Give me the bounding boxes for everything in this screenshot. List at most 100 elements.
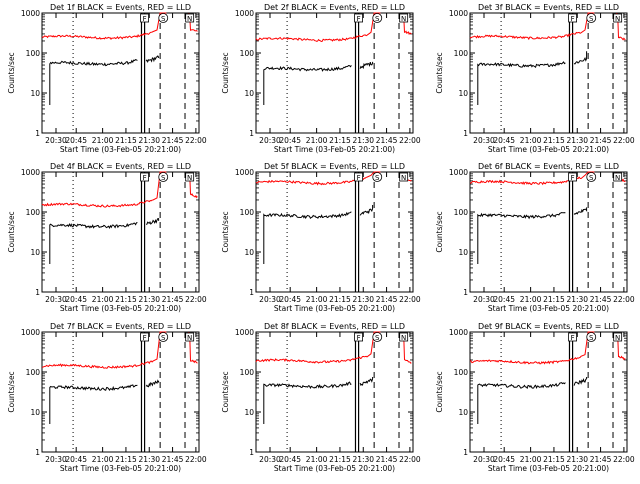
panel-title: Det 1f BLACK = Events, RED = LLD bbox=[50, 3, 191, 12]
x-tick-label: 21:00 bbox=[92, 136, 114, 145]
y-tick-label: 100 bbox=[454, 208, 469, 217]
saa-marker-circle bbox=[372, 172, 383, 182]
flare-marker-box bbox=[354, 172, 363, 182]
x-tick-label: 21:15 bbox=[329, 295, 351, 304]
x-tick-label: 22:00 bbox=[185, 295, 207, 304]
events-series-line bbox=[49, 222, 138, 264]
saa-marker-label: S bbox=[589, 174, 594, 182]
x-axis-label: Start Time (03-Feb-05 20:21:00) bbox=[274, 304, 395, 313]
night-marker-box bbox=[185, 13, 195, 23]
y-axis-label: Counts/sec bbox=[7, 371, 16, 412]
plot-frame bbox=[41, 331, 200, 453]
y-tick-label: 10 bbox=[30, 408, 40, 417]
flare-marker-box bbox=[140, 13, 149, 23]
flare-marker-box bbox=[140, 332, 149, 342]
events-series-line-late bbox=[145, 55, 160, 64]
x-tick-label: 20:45 bbox=[493, 455, 515, 464]
saa-marker-circle bbox=[586, 332, 597, 342]
events-series-line-late bbox=[359, 61, 374, 70]
panel-det-4: Det 4f BLACK = Events, RED = LLD 1 10 100 10… bbox=[7, 162, 207, 313]
x-tick-label: 22:00 bbox=[613, 455, 635, 464]
night-marker-label: N bbox=[615, 15, 620, 23]
plot-frame bbox=[255, 171, 414, 293]
x-tick-label: 21:45 bbox=[590, 136, 612, 145]
x-axis-label: Start Time (03-Feb-05 20:21:00) bbox=[60, 464, 181, 473]
flare-marker-label: F bbox=[357, 15, 361, 23]
y-tick-label: 100 bbox=[26, 49, 41, 58]
lld-series-line bbox=[469, 171, 595, 186]
y-tick-label: 100 bbox=[26, 208, 41, 217]
panel-det-8: Det 8f BLACK = Events, RED = LLD 1 10 100 10… bbox=[221, 322, 421, 473]
night-marker-label: N bbox=[401, 334, 406, 342]
saa-marker-circle bbox=[158, 13, 169, 23]
panel-det-6: Det 6f BLACK = Events, RED = LLD 1 10 100 10… bbox=[435, 162, 635, 313]
lld-series-line bbox=[41, 331, 167, 369]
night-marker-label: N bbox=[615, 334, 620, 342]
x-tick-label: 21:45 bbox=[162, 136, 184, 145]
panel-title: Det 6f BLACK = Events, RED = LLD bbox=[478, 162, 619, 171]
x-tick-label: 21:30 bbox=[566, 455, 588, 464]
x-tick-label: 21:30 bbox=[138, 295, 160, 304]
flare-marker-box bbox=[568, 13, 577, 23]
events-series-line-late bbox=[359, 377, 374, 386]
y-tick-label: 1000 bbox=[449, 168, 468, 177]
x-tick-label: 20:30 bbox=[259, 455, 281, 464]
x-tick-label: 20:30 bbox=[473, 295, 495, 304]
y-tick-label: 10 bbox=[30, 248, 40, 257]
panel-title: Det 5f BLACK = Events, RED = LLD bbox=[264, 162, 405, 171]
y-tick-label: 1 bbox=[249, 288, 254, 297]
night-marker-box bbox=[185, 172, 195, 182]
y-tick-label: 100 bbox=[240, 49, 255, 58]
events-series-line bbox=[263, 381, 352, 424]
events-series-line bbox=[263, 64, 352, 105]
x-axis-label: Start Time (03-Feb-05 20:21:00) bbox=[488, 464, 609, 473]
plot-frame bbox=[469, 171, 628, 293]
night-marker-box bbox=[613, 172, 623, 182]
x-tick-label: 21:30 bbox=[138, 136, 160, 145]
y-tick-label: 1 bbox=[35, 129, 40, 138]
night-marker-label: N bbox=[401, 15, 406, 23]
x-tick-label: 22:00 bbox=[185, 455, 207, 464]
y-tick-label: 1 bbox=[463, 448, 468, 457]
x-axis-label: Start Time (03-Feb-05 20:21:00) bbox=[488, 304, 609, 313]
x-tick-label: 21:00 bbox=[520, 295, 542, 304]
panel-title: Det 2f BLACK = Events, RED = LLD bbox=[264, 3, 405, 12]
saa-marker-label: S bbox=[375, 334, 380, 342]
x-axis-label: Start Time (03-Feb-05 20:21:00) bbox=[60, 304, 181, 313]
plot-frame bbox=[255, 12, 414, 134]
night-marker-box bbox=[613, 332, 623, 342]
lld-series-line bbox=[469, 331, 595, 365]
panel-det-2: Det 2f BLACK = Events, RED = LLD 1 10 100 10… bbox=[221, 3, 421, 154]
x-tick-label: 21:00 bbox=[520, 136, 542, 145]
lld-series-line bbox=[255, 171, 381, 186]
plot-frame bbox=[41, 12, 200, 134]
x-tick-label: 20:30 bbox=[473, 455, 495, 464]
panel-title: Det 7f BLACK = Events, RED = LLD bbox=[50, 322, 191, 331]
y-axis-label: Counts/sec bbox=[221, 52, 230, 93]
night-marker-box bbox=[185, 332, 195, 342]
panel-title: Det 4f BLACK = Events, RED = LLD bbox=[50, 162, 191, 171]
panel-det-7: Det 7f BLACK = Events, RED = LLD 1 10 100 10… bbox=[7, 322, 207, 473]
y-tick-label: 1000 bbox=[21, 9, 40, 18]
y-tick-label: 1 bbox=[249, 448, 254, 457]
panel-det-9: Det 9f BLACK = Events, RED = LLD 1 10 100 10… bbox=[435, 322, 635, 473]
flare-marker-label: F bbox=[143, 15, 147, 23]
lld-series-line bbox=[469, 12, 595, 41]
events-series-line bbox=[49, 384, 138, 424]
x-tick-label: 20:30 bbox=[45, 295, 67, 304]
plot-frame bbox=[469, 12, 628, 134]
x-tick-label: 21:15 bbox=[115, 295, 137, 304]
x-tick-label: 21:45 bbox=[162, 295, 184, 304]
x-tick-label: 22:00 bbox=[613, 136, 635, 145]
x-tick-label: 21:15 bbox=[329, 136, 351, 145]
y-axis-label: Counts/sec bbox=[7, 52, 16, 93]
x-tick-label: 21:15 bbox=[115, 136, 137, 145]
x-tick-label: 20:30 bbox=[259, 136, 281, 145]
flare-marker-box bbox=[354, 13, 363, 23]
x-tick-label: 22:00 bbox=[613, 295, 635, 304]
x-tick-label: 21:15 bbox=[543, 136, 565, 145]
plot-frame bbox=[255, 331, 414, 453]
panel-det-5: Det 5f BLACK = Events, RED = LLD 1 10 100 10… bbox=[221, 162, 421, 313]
lld-series-line bbox=[255, 331, 381, 364]
